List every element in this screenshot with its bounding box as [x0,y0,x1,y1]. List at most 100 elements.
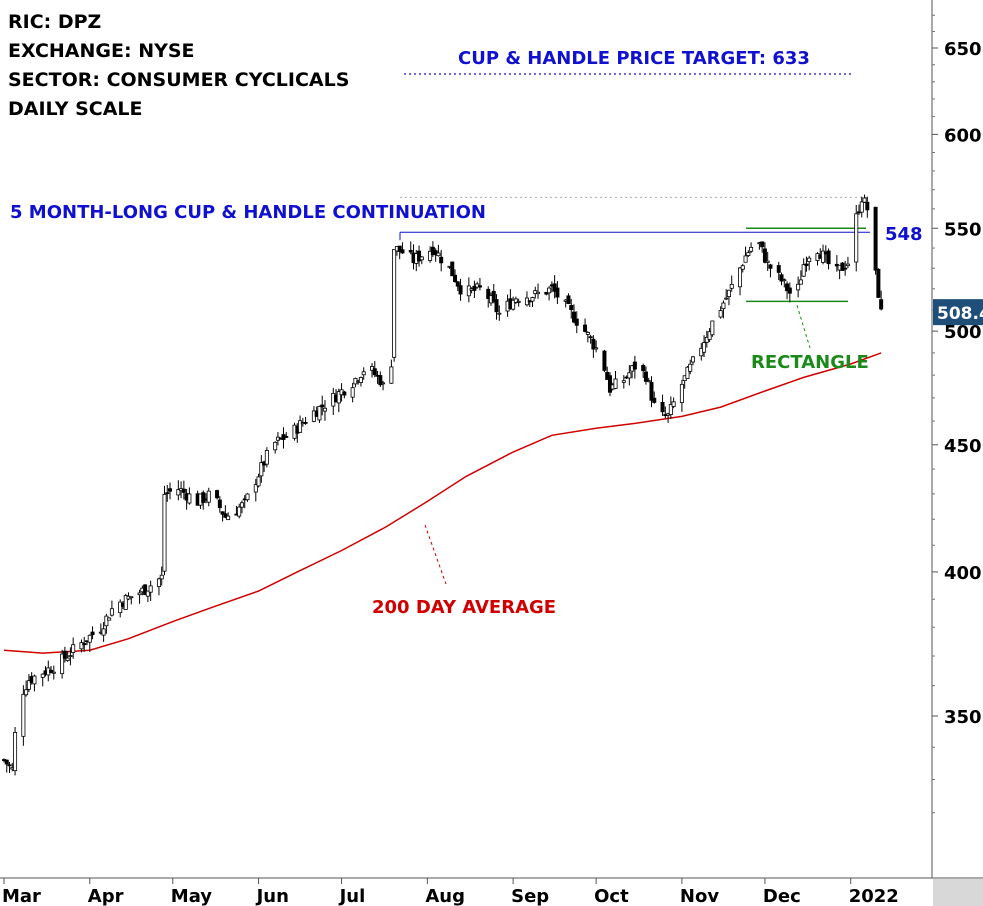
candle [264,447,269,468]
candle-body [583,324,588,332]
candle [107,617,112,621]
candle-body [873,206,878,271]
candle [646,377,651,383]
candle-body [181,488,186,493]
candle-body [51,671,56,674]
candle-body [361,371,366,376]
candle [572,304,577,324]
candle [477,277,482,291]
candle-body [740,265,745,270]
candle-body [588,336,593,339]
candle [876,268,881,299]
candle-body [439,256,444,264]
candle [381,380,386,391]
candle-body [104,615,109,627]
candle-body [223,513,228,518]
candle-body [729,283,734,289]
candle [536,283,541,299]
candle [743,246,748,263]
candle [206,487,211,507]
candle [785,281,790,300]
candle-body [536,291,541,295]
candle [721,300,726,319]
candle [7,762,12,773]
candle-body [176,489,181,496]
candle [690,355,695,366]
candle [718,306,723,319]
candle [159,566,164,586]
candle [400,242,405,254]
candle-body [641,365,646,372]
candle-body [530,297,535,302]
candle [845,256,850,269]
candle-body [765,260,770,263]
y-tick-label: 400 [944,563,982,584]
candle [760,241,765,253]
candle [552,275,557,299]
candle-body [591,338,596,350]
rectangle-label: RECTANGLE [751,352,869,373]
candle [24,680,29,697]
candle-body [82,643,87,646]
info-exchange: EXCHANGE: NYSE [8,40,195,62]
candle [237,503,242,519]
x-tick-label: Dec [763,886,801,906]
candle [749,242,754,254]
candle-body [569,305,574,310]
y-tick-label: 350 [944,707,982,728]
candle [358,376,363,387]
candle-body [26,680,31,690]
candle [724,289,729,301]
candle [801,258,806,277]
candle [168,482,173,500]
candle [641,363,646,378]
candle [187,487,192,505]
candle-body [21,693,26,737]
candle-body [392,248,397,358]
candle [607,372,612,397]
candle-body [859,201,864,213]
resistance-label: 548 [885,224,923,245]
candle-body [320,404,325,408]
candle [123,593,128,610]
rectangle-pointer [796,305,811,349]
candle-body [90,631,95,636]
candle-body [491,290,496,302]
candle [491,283,496,304]
candle-body [143,584,148,595]
candle-body [259,462,264,477]
info-scale: DAILY SCALE [8,98,142,120]
x-tick-label: Jul [338,886,366,906]
candle-body [62,650,67,659]
candle [68,647,73,666]
candle-body [284,436,289,438]
candle [298,415,303,433]
candle [284,432,289,438]
candle-body [436,252,441,257]
candle-body [710,320,715,336]
candle [118,599,123,618]
candle-body [671,401,676,407]
candle [32,674,37,692]
x-tick-label: Sep [511,886,549,906]
candle [372,361,377,378]
candle-body [632,361,637,370]
candle [26,674,31,693]
candle-body [453,274,458,283]
candle-body [303,421,308,424]
candle [798,270,803,285]
candle-body [776,265,781,273]
candle [450,261,455,277]
candle-body [107,617,112,621]
candle-body [79,642,84,650]
candle-body [156,578,161,587]
candle [591,335,596,358]
candle-body [24,689,29,696]
candle-body [738,267,743,288]
candle-body [60,653,65,675]
candle [148,580,153,602]
candle-body [342,391,347,396]
candle-body [145,590,150,597]
candle-body [801,264,806,277]
candle [688,359,693,375]
